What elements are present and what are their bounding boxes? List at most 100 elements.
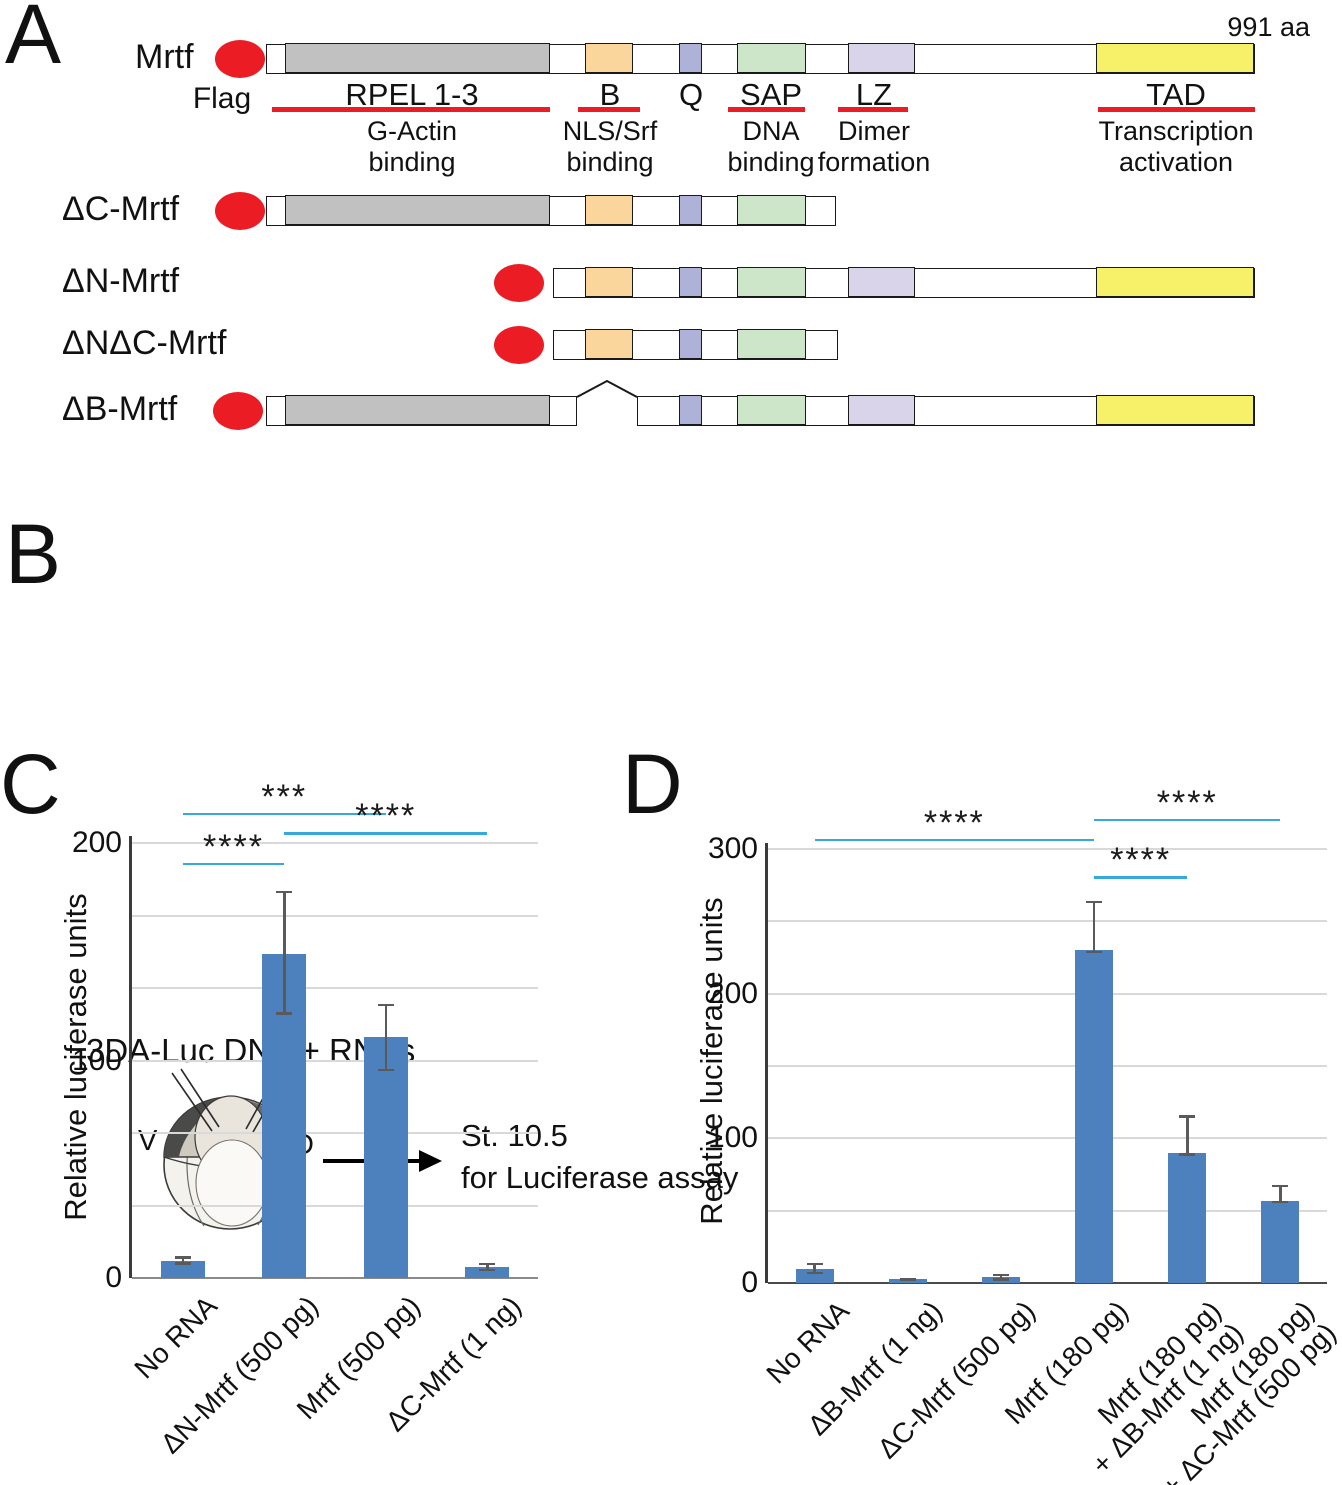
error-bar-cap bbox=[992, 1278, 1009, 1281]
error-bar bbox=[181, 1256, 185, 1265]
construct-bar bbox=[266, 395, 577, 426]
significance-bracket bbox=[1094, 876, 1188, 879]
domain-desc1-B: NLS/Srf bbox=[562, 116, 658, 146]
domain-block-Q bbox=[679, 395, 703, 426]
domain-block-B bbox=[585, 195, 634, 226]
construct-label-3: ΔNΔC-Mrtf bbox=[62, 324, 227, 362]
y-tick-label: 100 bbox=[707, 1121, 758, 1155]
construct-label-4: ΔB-Mrtf bbox=[62, 390, 178, 428]
significance-stars: **** bbox=[355, 797, 417, 836]
error-bar-cap bbox=[479, 1268, 496, 1272]
domain-block-Q bbox=[679, 329, 703, 360]
x-tick-label: Mrtf (180 pg) + ΔB-Mrtf (1 ng) bbox=[1086, 1295, 1250, 1481]
domain-desc2-TAD: activation bbox=[1118, 147, 1234, 177]
construct-label-1: ΔC-Mrtf bbox=[62, 190, 180, 228]
domain-desc1-TAD: Transcription bbox=[1098, 116, 1254, 146]
injection-needle-icon bbox=[180, 1068, 220, 1128]
y-axis-line bbox=[765, 843, 768, 1283]
x-tick-label: Mrtf (180 pg) + ΔC-Mrtf (500 pg) bbox=[1156, 1295, 1342, 1485]
significance-bracket bbox=[1094, 818, 1281, 821]
domain-block-TAD bbox=[1096, 43, 1255, 74]
construct-bar bbox=[266, 43, 1255, 74]
error-bar bbox=[1092, 900, 1096, 954]
error-bar-cap bbox=[377, 1003, 394, 1007]
error-bar-cap bbox=[174, 1256, 191, 1259]
x-axis-line bbox=[132, 1277, 538, 1279]
y-tick-label: 0 bbox=[105, 1261, 122, 1294]
error-bar-cap bbox=[992, 1273, 1009, 1277]
bar bbox=[1261, 1200, 1300, 1283]
bar bbox=[465, 1267, 510, 1278]
x-tick-label: Mrtf (500 pg) bbox=[290, 1290, 426, 1426]
domain-desc2-LZ: formation bbox=[817, 147, 931, 177]
significance-stars: *** bbox=[261, 777, 308, 816]
error-bar bbox=[813, 1262, 816, 1275]
significance-stars: **** bbox=[923, 803, 985, 842]
domain-desc2-RPEL: binding bbox=[368, 147, 456, 177]
gridline bbox=[768, 1137, 1327, 1140]
domain-block-LZ bbox=[848, 267, 916, 298]
domain-abbr-B: B bbox=[599, 77, 621, 112]
gridline bbox=[768, 1209, 1327, 1212]
bar bbox=[1075, 950, 1114, 1283]
domain-underline-SAP bbox=[728, 107, 805, 112]
domain-block-RPEL bbox=[285, 395, 551, 426]
flag-tag-icon bbox=[494, 264, 544, 302]
construct-bar bbox=[266, 195, 836, 226]
domain-desc2-B: binding bbox=[566, 147, 654, 177]
deletion-caret-icon bbox=[576, 379, 638, 398]
x-tick-label: ΔC-Mrtf (1 ng) bbox=[379, 1290, 528, 1438]
injection-label: 3DA-Luc DNA + RNAs bbox=[86, 1032, 416, 1069]
domain-block-LZ bbox=[848, 395, 916, 426]
error-bar-cap bbox=[1179, 1153, 1196, 1156]
domain-desc1-SAP: DNA bbox=[742, 116, 800, 146]
error-bar-cap bbox=[806, 1262, 823, 1266]
significance-bracket bbox=[182, 812, 386, 816]
x-axis-line bbox=[768, 1282, 1327, 1284]
ventral-label: V bbox=[138, 1125, 158, 1157]
error-bar-cap bbox=[899, 1278, 916, 1281]
bar bbox=[795, 1268, 834, 1283]
bar bbox=[363, 1036, 408, 1278]
stage-label-line2: for Luciferase assay bbox=[461, 1160, 739, 1195]
error-bar-cap bbox=[899, 1277, 916, 1281]
domain-block-Q bbox=[679, 43, 703, 74]
domain-block-Q bbox=[679, 267, 703, 298]
domain-abbr-Q: Q bbox=[678, 77, 704, 112]
domain-abbr-SAP: SAP bbox=[739, 77, 803, 112]
panel-d-letter: D bbox=[622, 737, 683, 831]
protein-length-label: 991 aa bbox=[1227, 12, 1310, 42]
injection-needle-icon bbox=[171, 1072, 213, 1132]
y-tick-label: 200 bbox=[71, 826, 122, 859]
gridline bbox=[132, 842, 538, 844]
domain-block-B bbox=[585, 267, 634, 298]
domain-desc2-SAP: binding bbox=[727, 147, 815, 177]
error-bar bbox=[486, 1262, 489, 1272]
domain-underline-TAD bbox=[1098, 107, 1255, 112]
gridline bbox=[768, 1064, 1327, 1067]
flow-arrow-line bbox=[323, 1159, 421, 1163]
x-tick-label: ΔN-Mrtf (500 pg) bbox=[154, 1290, 325, 1460]
error-bar-cap bbox=[276, 1012, 293, 1015]
gridline bbox=[132, 914, 538, 917]
domain-block-SAP bbox=[737, 267, 807, 298]
construct-label-2: ΔN-Mrtf bbox=[62, 262, 180, 300]
gridline bbox=[768, 992, 1327, 995]
significance-bracket bbox=[284, 832, 488, 835]
panel-b: 3DA-Luc DNA + RNAs V D St. 10.5 for Luci… bbox=[0, 500, 900, 1230]
error-bar-cap bbox=[1272, 1200, 1289, 1204]
y-tick-label: 200 bbox=[707, 976, 758, 1010]
domain-block-TAD bbox=[1096, 267, 1255, 298]
animal-cap-shading-left bbox=[164, 1098, 223, 1157]
x-tick-label: No RNA bbox=[759, 1295, 855, 1390]
flag-tag-icon bbox=[213, 392, 263, 430]
dorsal-label: D bbox=[293, 1129, 314, 1161]
domain-desc1-RPEL: G-Actin bbox=[366, 116, 458, 146]
domain-block-SAP bbox=[737, 195, 807, 226]
gridline bbox=[768, 847, 1327, 850]
flag-tag-icon bbox=[494, 326, 544, 364]
x-tick-label: ΔC-Mrtf (500 pg) bbox=[871, 1295, 1041, 1465]
domain-desc1-LZ: Dimer bbox=[838, 116, 910, 146]
panel-a-letter: A bbox=[5, 0, 62, 81]
